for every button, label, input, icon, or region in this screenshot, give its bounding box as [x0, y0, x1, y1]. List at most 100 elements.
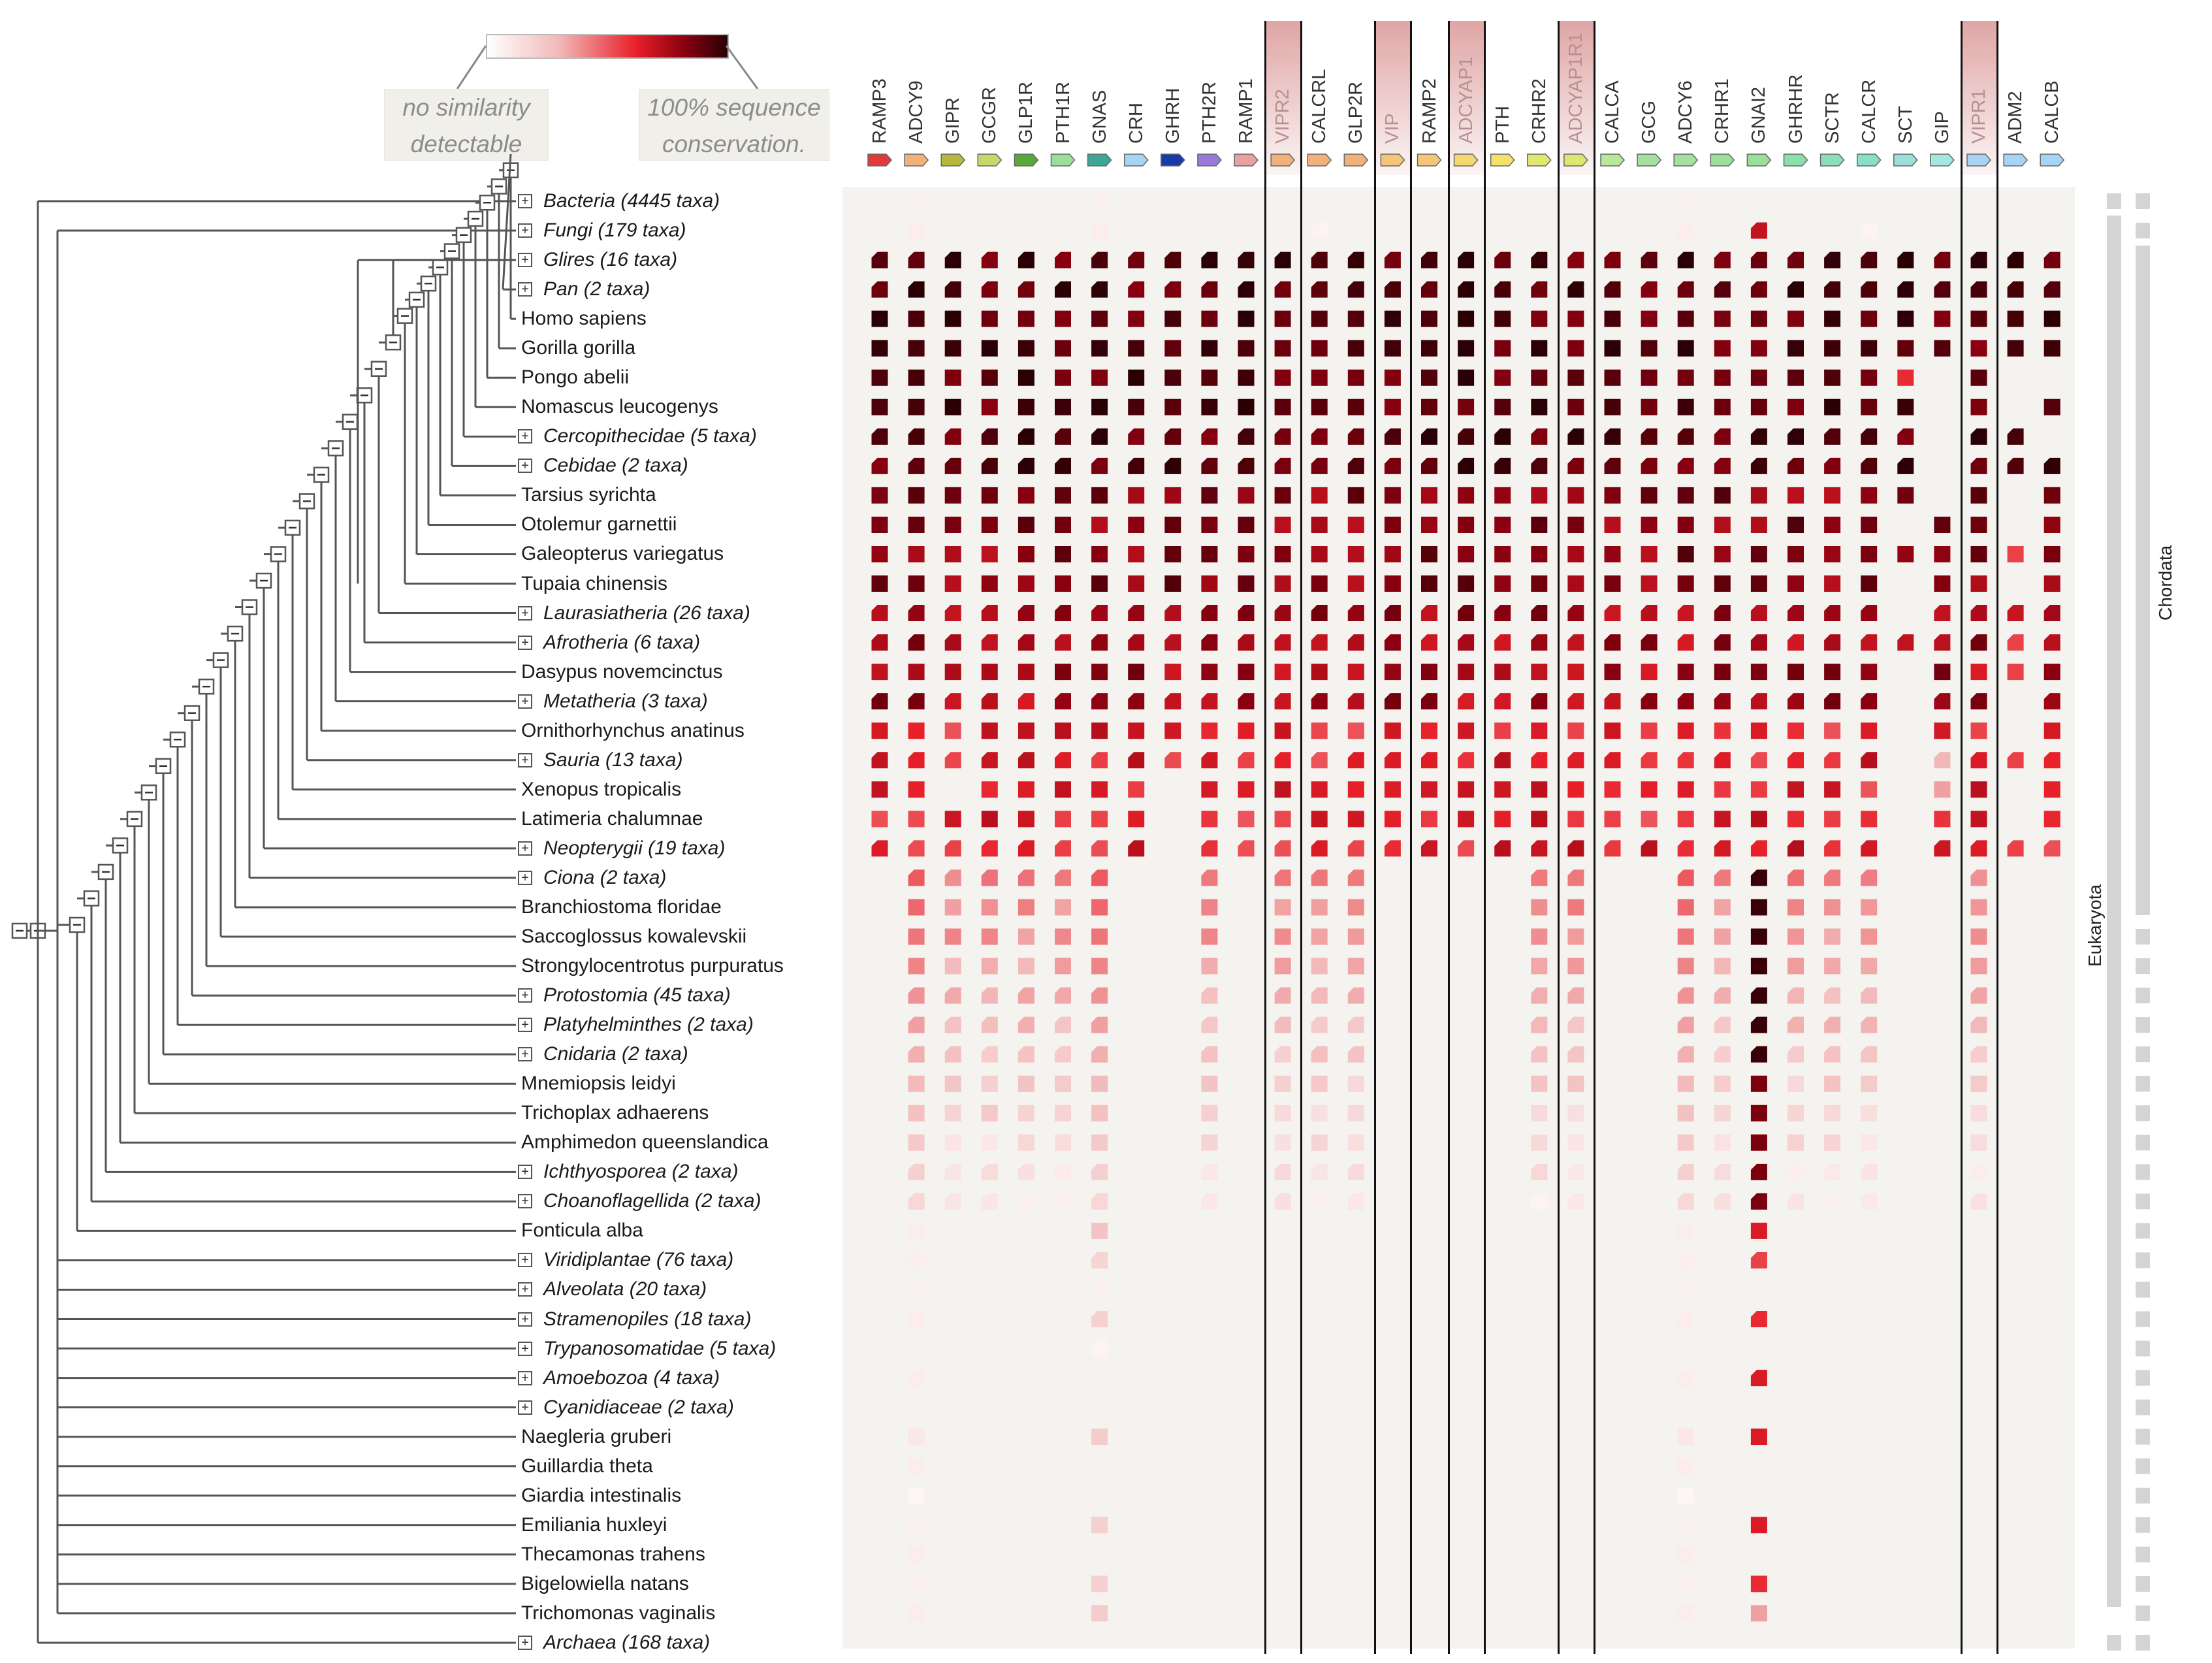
matrix-cell[interactable] — [1897, 340, 1914, 357]
taxon-label[interactable]: Thecamonas trahens — [521, 1543, 705, 1565]
matrix-cell[interactable] — [1238, 693, 1255, 710]
matrix-cell[interactable] — [1458, 281, 1475, 298]
taxon-label[interactable]: Cnidaria (2 taxa) — [543, 1043, 688, 1065]
matrix-cell[interactable] — [1274, 340, 1291, 357]
matrix-cell[interactable] — [1604, 251, 1621, 268]
matrix-cell[interactable] — [1347, 1046, 1364, 1063]
matrix-cell[interactable] — [871, 487, 888, 504]
matrix-cell[interactable] — [1274, 1046, 1291, 1063]
matrix-cell[interactable] — [1970, 428, 1987, 445]
matrix-cell[interactable] — [2044, 281, 2060, 298]
matrix-cell[interactable] — [981, 457, 998, 474]
matrix-cell[interactable] — [1201, 428, 1218, 445]
matrix-cell[interactable] — [1311, 545, 1328, 562]
matrix-cell[interactable] — [1970, 516, 1987, 533]
matrix-cell[interactable] — [1531, 869, 1548, 886]
matrix-cell[interactable] — [1091, 310, 1108, 327]
matrix-cell[interactable] — [981, 575, 998, 592]
matrix-cell[interactable] — [1641, 575, 1658, 592]
matrix-cell[interactable] — [1641, 752, 1658, 769]
matrix-cell[interactable] — [1677, 1134, 1694, 1151]
taxon-label[interactable]: Stramenopiles (18 taxa) — [543, 1308, 752, 1330]
matrix-cell[interactable] — [1055, 722, 1071, 739]
matrix-cell[interactable] — [1604, 840, 1621, 857]
matrix-cell[interactable] — [1018, 752, 1034, 769]
matrix-cell[interactable] — [1861, 545, 1878, 562]
taxon-label[interactable]: Cebidae (2 taxa) — [543, 455, 688, 477]
expand-toggle[interactable]: + — [518, 1194, 532, 1209]
matrix-cell[interactable] — [1201, 281, 1218, 298]
taxon-label[interactable]: Galeopterus variegatus — [521, 543, 724, 565]
matrix-cell[interactable] — [1091, 605, 1108, 622]
matrix-cell[interactable] — [1897, 457, 1914, 474]
matrix-cell[interactable] — [871, 310, 888, 327]
taxon-label[interactable]: Latimeria chalumnae — [521, 807, 703, 830]
matrix-cell[interactable] — [1824, 1075, 1841, 1092]
matrix-cell[interactable] — [1970, 281, 1987, 298]
matrix-cell[interactable] — [908, 1487, 925, 1504]
matrix-cell[interactable] — [1531, 545, 1548, 562]
matrix-cell[interactable] — [1311, 1075, 1328, 1092]
matrix-cell[interactable] — [981, 899, 998, 916]
matrix-cell[interactable] — [1494, 545, 1511, 562]
matrix-cell[interactable] — [1347, 487, 1364, 504]
matrix-cell[interactable] — [1274, 516, 1291, 533]
matrix-cell[interactable] — [908, 634, 925, 651]
matrix-cell[interactable] — [981, 722, 998, 739]
matrix-cell[interactable] — [1567, 457, 1584, 474]
matrix-cell[interactable] — [1641, 457, 1658, 474]
matrix-cell[interactable] — [1055, 1193, 1071, 1210]
matrix-cell[interactable] — [1567, 398, 1584, 415]
matrix-cell[interactable] — [1861, 369, 1878, 386]
matrix-cell[interactable] — [1311, 664, 1328, 681]
matrix-cell[interactable] — [1934, 840, 1951, 857]
matrix-cell[interactable] — [1861, 781, 1878, 798]
expand-toggle[interactable]: + — [518, 870, 532, 885]
matrix-cell[interactable] — [1164, 693, 1181, 710]
matrix-cell[interactable] — [1750, 899, 1767, 916]
matrix-cell[interactable] — [2044, 840, 2060, 857]
matrix-cell[interactable] — [1055, 281, 1071, 298]
matrix-cell[interactable] — [1677, 869, 1694, 886]
matrix-cell[interactable] — [1861, 281, 1878, 298]
matrix-cell[interactable] — [1677, 634, 1694, 651]
taxon-label[interactable]: Sauria (13 taxa) — [543, 749, 683, 771]
taxon-label[interactable]: Protostomia (45 taxa) — [543, 984, 731, 1007]
matrix-cell[interactable] — [1824, 987, 1841, 1004]
matrix-cell[interactable] — [1714, 251, 1731, 268]
matrix-cell[interactable] — [1091, 1163, 1108, 1180]
taxon-label[interactable]: Afrotheria (6 taxa) — [543, 631, 701, 653]
matrix-cell[interactable] — [1787, 1193, 1804, 1210]
matrix-cell[interactable] — [1128, 693, 1145, 710]
matrix-cell[interactable] — [2044, 722, 2060, 739]
matrix-cell[interactable] — [1787, 752, 1804, 769]
matrix-cell[interactable] — [1531, 664, 1548, 681]
matrix-cell[interactable] — [1970, 987, 1987, 1004]
matrix-cell[interactable] — [908, 251, 925, 268]
matrix-cell[interactable] — [1128, 340, 1145, 357]
matrix-cell[interactable] — [1567, 516, 1584, 533]
matrix-cell[interactable] — [1787, 1046, 1804, 1063]
matrix-cell[interactable] — [1824, 928, 1841, 945]
matrix-cell[interactable] — [1714, 958, 1731, 975]
expand-toggle[interactable]: + — [518, 841, 532, 856]
matrix-cell[interactable] — [1421, 722, 1437, 739]
matrix-cell[interactable] — [1970, 457, 1987, 474]
matrix-cell[interactable] — [1238, 545, 1255, 562]
matrix-cell[interactable] — [1641, 281, 1658, 298]
matrix-cell[interactable] — [1274, 369, 1291, 386]
matrix-cell[interactable] — [1311, 1134, 1328, 1151]
matrix-cell[interactable] — [1201, 958, 1218, 975]
matrix-cell[interactable] — [1128, 487, 1145, 504]
matrix-cell[interactable] — [1018, 516, 1034, 533]
matrix-cell[interactable] — [1750, 545, 1767, 562]
matrix-cell[interactable] — [1384, 428, 1401, 445]
matrix-cell[interactable] — [944, 545, 961, 562]
matrix-cell[interactable] — [1091, 193, 1108, 210]
matrix-cell[interactable] — [2044, 516, 2060, 533]
matrix-cell[interactable] — [1494, 340, 1511, 357]
matrix-cell[interactable] — [1091, 664, 1108, 681]
taxon-label[interactable]: Laurasiatheria (26 taxa) — [543, 602, 750, 624]
matrix-cell[interactable] — [1494, 664, 1511, 681]
matrix-cell[interactable] — [1970, 1163, 1987, 1180]
